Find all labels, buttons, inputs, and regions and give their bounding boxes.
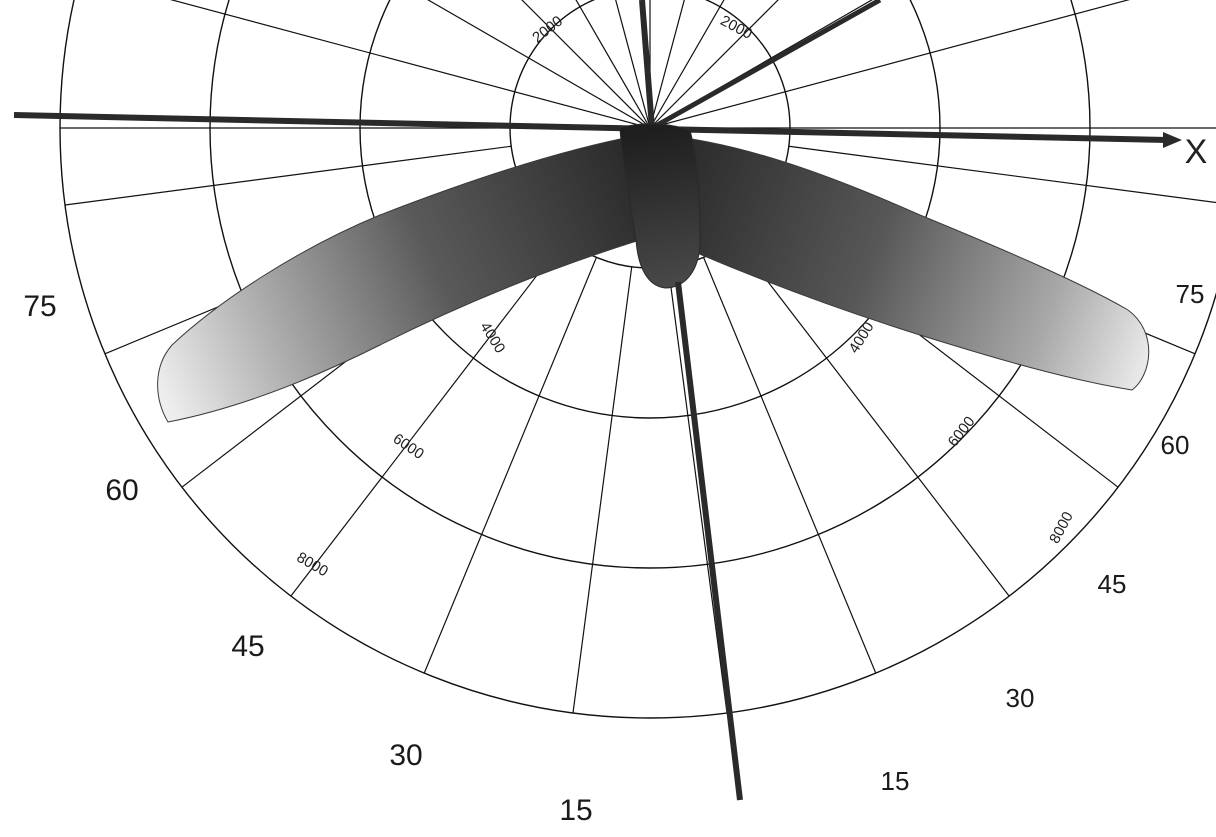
spoke-upper (521, 0, 651, 129)
spoke-upper (427, 0, 651, 129)
angle-label-left: 45 (231, 630, 264, 663)
radial-distance-label: 6000 (945, 413, 979, 450)
x-axis-label: X (1185, 133, 1208, 171)
spoke-upper (615, 0, 651, 129)
x-axis-arrowhead (1163, 132, 1182, 148)
angle-label-left: 75 (23, 290, 56, 323)
center-lobe (619, 123, 701, 289)
angle-label-left: 15 (559, 794, 592, 827)
angle-label-right: 15 (881, 766, 910, 796)
angle-label-right: 75 (1176, 279, 1205, 309)
angle-label-left: 30 (389, 739, 422, 772)
x-axis-line (13, 112, 1169, 143)
angle-label-right: 60 (1161, 430, 1190, 460)
spoke-upper (169, 0, 651, 129)
spoke-lower (572, 266, 633, 714)
y-axis-line (650, 0, 882, 131)
right-lobe (659, 134, 1150, 391)
spoke-lower (667, 266, 728, 714)
radial-distance-label: 2000 (718, 12, 755, 43)
spoke-lower (423, 257, 597, 674)
radiation-lobe (157, 123, 1150, 423)
radial-distance-label: 6000 (390, 430, 427, 463)
z-axis-front (675, 281, 743, 801)
spoke-lower (788, 145, 1216, 204)
coordinate-axes (13, 0, 1182, 148)
left-lobe (157, 134, 641, 423)
angle-label-right: 30 (1006, 683, 1035, 713)
spoke-upper (649, 0, 725, 129)
spoke-lower (703, 257, 877, 674)
spoke-lower (290, 238, 566, 597)
radial-distance-label: 8000 (294, 549, 331, 580)
z-axis-upper (639, 0, 655, 129)
radial-distance-label: 4000 (476, 319, 508, 356)
z-axis-lower (675, 281, 743, 801)
spoke-lower (734, 238, 1010, 597)
radial-distance-label: 2000 (529, 13, 566, 47)
angle-label-left: 60 (105, 474, 138, 507)
angle-label-right: 45 (1098, 569, 1127, 599)
spoke-upper (575, 0, 651, 129)
spoke-lower (64, 145, 512, 206)
spoke-upper (649, 0, 779, 129)
spoke-upper (649, 0, 1131, 129)
spoke-upper (649, 0, 685, 129)
